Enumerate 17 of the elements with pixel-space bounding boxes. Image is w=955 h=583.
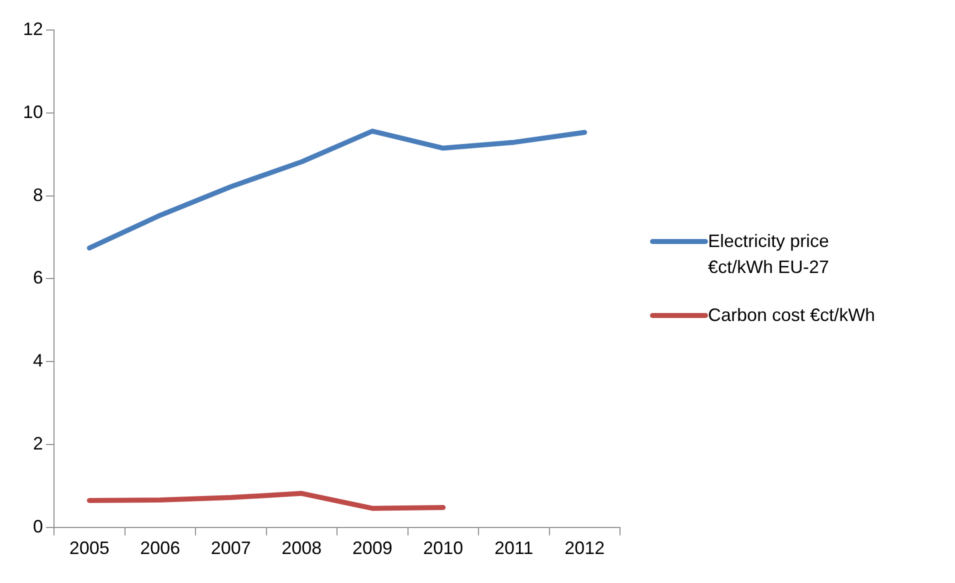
- legend-label: Carbon cost €ct/kWh: [708, 304, 876, 327]
- x-tick-label: 2006: [140, 538, 180, 558]
- legend-label: Electricity price €ct/kWh EU-27: [708, 230, 830, 279]
- y-tick-label: 12: [22, 18, 44, 39]
- x-tick-label: 2007: [210, 538, 251, 558]
- x-tick-label: 2009: [352, 538, 392, 558]
- y-tick-label: 0: [33, 516, 44, 536]
- x-tick-label: 2012: [564, 538, 605, 558]
- x-tick-label: 2010: [423, 538, 464, 558]
- y-tick-label: 2: [33, 433, 44, 454]
- y-tick-label: 8: [33, 184, 44, 205]
- x-tick-label: 2011: [494, 538, 534, 558]
- y-tick-label: 4: [33, 350, 44, 371]
- y-tick-label: 10: [22, 102, 44, 122]
- x-tick-label: 2008: [282, 538, 322, 558]
- y-tick-label: 6: [33, 268, 44, 288]
- x-tick-label: 2005: [69, 538, 110, 558]
